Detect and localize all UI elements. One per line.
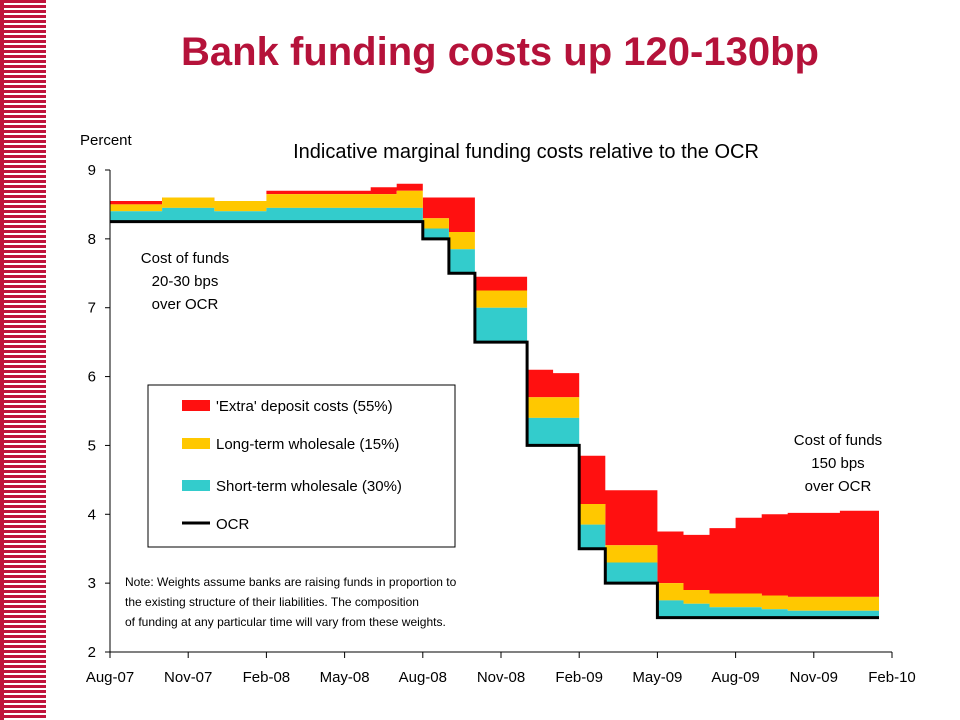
y-tick-label: 6	[88, 369, 96, 386]
note-line-2: the existing structure of their liabilit…	[125, 595, 419, 609]
area-series-group	[110, 183, 879, 618]
legend-label-long-term: Long-term wholesale (15%)	[216, 436, 399, 453]
y-tick-label: 4	[88, 506, 96, 523]
annotation-left-line-3: over OCR	[152, 296, 219, 313]
legend-swatch-long-term	[182, 438, 210, 449]
y-tick-label: 2	[88, 644, 96, 661]
legend-label-extra: 'Extra' deposit costs (55%)	[216, 398, 393, 415]
annotation-right-line-3: over OCR	[805, 478, 872, 495]
slide-title: Bank funding costs up 120-130bp	[181, 30, 819, 74]
x-tick-label: Feb-08	[243, 669, 291, 686]
x-tick-label: Nov-07	[164, 669, 212, 686]
y-ticks-group: 2 3 4 5 6 7 8 9	[88, 162, 110, 661]
ocr-line	[110, 220, 879, 620]
legend-frame	[147, 384, 456, 548]
legend: 'Extra' deposit costs (55%) Long-term wh…	[147, 384, 456, 548]
y-tick-label: 3	[88, 575, 96, 592]
y-axis-label: Percent	[80, 132, 133, 149]
legend-label-short-term: Short-term wholesale (30%)	[216, 478, 402, 495]
x-ticks-group: Aug-07 Nov-07 Feb-08 May-08 Aug-08 Nov-08 Feb-…	[86, 652, 916, 686]
chart-title: Indicative marginal funding costs relati…	[293, 141, 759, 163]
x-tick-label: May-09	[632, 669, 682, 686]
ocr-line-group	[110, 220, 879, 620]
decorative-stripe	[0, 0, 46, 720]
x-tick-label: Aug-09	[711, 669, 759, 686]
funding-cost-chart: Percent Indicative marginal funding cost…	[80, 132, 916, 686]
legend-label-ocr: OCR	[216, 516, 250, 533]
annotation-left-line-2: 20-30 bps	[152, 273, 219, 290]
x-tick-label: May-08	[320, 669, 370, 686]
x-tick-label: Feb-09	[555, 669, 603, 686]
y-tick-label: 7	[88, 300, 96, 317]
y-tick-label: 5	[88, 437, 96, 454]
x-tick-label: Aug-07	[86, 669, 134, 686]
note-line-1: Note: Weights assume banks are raising f…	[125, 575, 457, 589]
y-tick-label: 8	[88, 231, 96, 248]
area-extra-deposit-costs	[110, 183, 879, 597]
x-tick-label: Nov-09	[790, 669, 838, 686]
x-tick-label: Feb-10	[868, 669, 916, 686]
annotation-left-line-1: Cost of funds	[141, 250, 229, 267]
legend-swatch-short-term	[182, 480, 210, 491]
y-tick-label: 9	[88, 162, 96, 179]
x-tick-label: Nov-08	[477, 669, 525, 686]
note-line-3: of funding at any particular time will v…	[125, 615, 446, 629]
x-tick-label: Aug-08	[399, 669, 447, 686]
legend-swatch-extra	[182, 400, 210, 411]
annotation-right-line-2: 150 bps	[811, 455, 864, 472]
decorative-stripe-edge	[0, 0, 4, 720]
annotation-right-line-1: Cost of funds	[794, 432, 882, 449]
